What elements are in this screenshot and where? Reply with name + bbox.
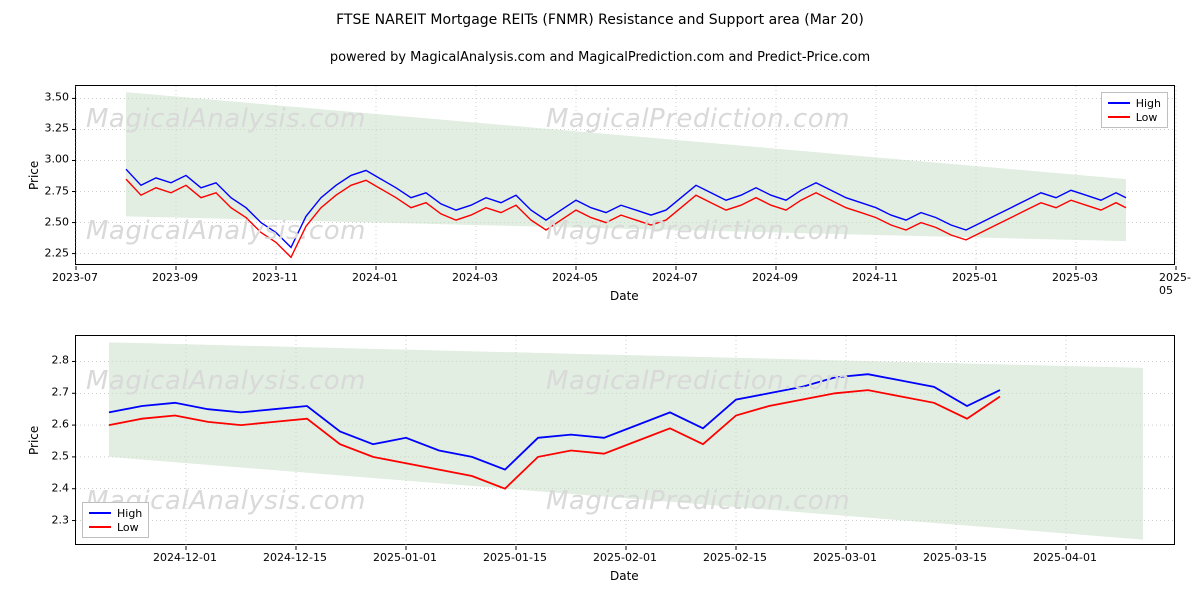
- legend: High Low: [82, 502, 149, 538]
- x-tick-label: 2024-01: [352, 271, 398, 284]
- y-tick-label: 2.4: [35, 481, 69, 494]
- x-tick-label: 2025-02-01: [593, 551, 657, 564]
- x-tick-label: 2025-03: [1052, 271, 1098, 284]
- top-chart-svg: [76, 86, 1176, 266]
- bottom-chart-svg: [76, 336, 1176, 546]
- legend-label-high: High: [117, 507, 142, 520]
- legend-swatch-high: [1108, 102, 1130, 104]
- legend-swatch-low: [89, 526, 111, 528]
- top-x-axis-label: Date: [610, 289, 639, 303]
- top-chart-area: MagicalAnalysis.com MagicalPrediction.co…: [75, 85, 1175, 265]
- y-tick-label: 2.3: [35, 513, 69, 526]
- legend-item-high: High: [89, 506, 142, 520]
- x-tick-label: 2024-12-01: [153, 551, 217, 564]
- bottom-chart-area: MagicalAnalysis.com MagicalPrediction.co…: [75, 335, 1175, 545]
- bottom-x-axis-label: Date: [610, 569, 639, 583]
- y-tick-label: 2.5: [35, 449, 69, 462]
- x-tick-label: 2025-05: [1159, 271, 1191, 297]
- legend-swatch-low: [1108, 116, 1130, 118]
- x-tick-label: 2025-04-01: [1033, 551, 1097, 564]
- x-tick-label: 2025-03-01: [813, 551, 877, 564]
- legend-item-low: Low: [89, 520, 142, 534]
- chart-subtitle: powered by MagicalAnalysis.com and Magic…: [0, 50, 1200, 65]
- legend-swatch-high: [89, 512, 111, 514]
- x-tick-label: 2024-07: [652, 271, 698, 284]
- y-tick-label: 2.6: [35, 418, 69, 431]
- y-tick-label: 2.25: [35, 246, 69, 259]
- legend-item-high: High: [1108, 96, 1161, 110]
- y-tick-label: 2.7: [35, 386, 69, 399]
- x-tick-label: 2024-09: [752, 271, 798, 284]
- y-tick-label: 2.75: [35, 184, 69, 197]
- legend-label-low: Low: [1136, 111, 1158, 124]
- legend-label-high: High: [1136, 97, 1161, 110]
- x-tick-label: 2024-05: [552, 271, 598, 284]
- x-tick-label: 2024-03: [452, 271, 498, 284]
- x-tick-label: 2023-11: [252, 271, 298, 284]
- x-tick-label: 2024-11: [852, 271, 898, 284]
- x-tick-label: 2025-01: [952, 271, 998, 284]
- y-tick-label: 2.50: [35, 215, 69, 228]
- y-tick-label: 2.8: [35, 354, 69, 367]
- x-tick-label: 2024-12-15: [263, 551, 327, 564]
- y-tick-label: 3.25: [35, 122, 69, 135]
- y-tick-label: 3.00: [35, 153, 69, 166]
- chart-title: FTSE NAREIT Mortgage REITs (FNMR) Resist…: [0, 12, 1200, 28]
- y-tick-label: 3.50: [35, 91, 69, 104]
- x-tick-label: 2023-07: [52, 271, 98, 284]
- legend: High Low: [1101, 92, 1168, 128]
- x-tick-label: 2025-01-15: [483, 551, 547, 564]
- legend-label-low: Low: [117, 521, 139, 534]
- x-tick-label: 2025-01-01: [373, 551, 437, 564]
- x-tick-label: 2023-09: [152, 271, 198, 284]
- x-tick-label: 2025-02-15: [703, 551, 767, 564]
- x-tick-label: 2025-03-15: [923, 551, 987, 564]
- legend-item-low: Low: [1108, 110, 1161, 124]
